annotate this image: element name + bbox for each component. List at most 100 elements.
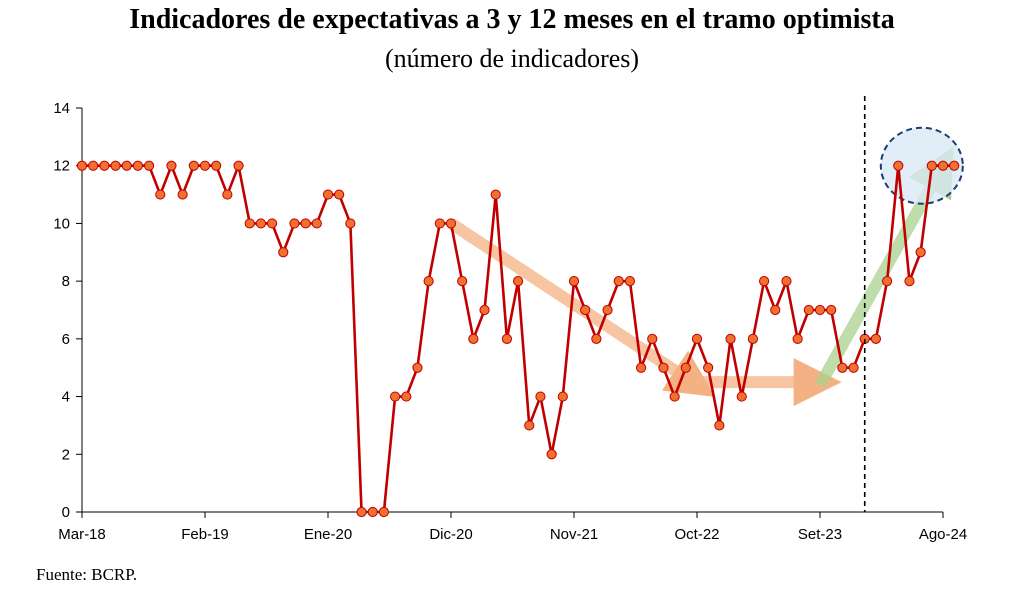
data-point: [557, 391, 568, 402]
data-point: [434, 218, 445, 229]
data-point: [289, 218, 300, 229]
data-point: [143, 160, 155, 171]
x-tick-label: Nov-21: [550, 526, 598, 543]
data-point: [568, 276, 580, 287]
y-tick-label: 2: [62, 446, 70, 463]
data-point: [457, 276, 468, 287]
data-point: [837, 362, 848, 373]
data-point: [535, 391, 546, 402]
y-tick-label: 10: [53, 215, 70, 232]
data-point: [602, 304, 613, 316]
data-point: [177, 189, 188, 200]
data-point: [367, 506, 378, 518]
series-line: [82, 164, 955, 514]
data-point: [512, 276, 524, 287]
data-point: [233, 160, 244, 171]
x-tick-label: Ene-20: [304, 526, 352, 543]
data-point: [881, 276, 893, 287]
data-point: [770, 304, 781, 316]
x-tick-label: Oct-22: [674, 526, 719, 543]
y-tick-label: 4: [62, 389, 70, 406]
y-tick-label: 12: [53, 158, 70, 175]
data-point: [378, 506, 390, 518]
data-point: [99, 160, 110, 171]
data-point: [244, 218, 255, 229]
data-point: [121, 160, 132, 171]
data-point: [389, 391, 401, 402]
data-point: [490, 189, 501, 200]
data-point: [848, 362, 859, 373]
data-point: [479, 304, 490, 316]
data-point: [132, 160, 144, 171]
y-tick-label: 8: [62, 273, 70, 290]
chart-subtitle: (número de indicadores): [384, 44, 640, 73]
data-point: [501, 333, 513, 344]
data-point: [803, 304, 814, 316]
data-point: [937, 160, 949, 171]
data-point: [166, 160, 177, 171]
data-point: [624, 276, 636, 287]
data-point: [278, 247, 289, 258]
x-tick-label: Set-23: [798, 526, 842, 543]
data-point: [747, 333, 759, 344]
data-point: [468, 333, 479, 344]
data-point: [792, 333, 803, 344]
data-point: [714, 420, 725, 431]
data-point: [356, 506, 367, 518]
data-point: [546, 449, 557, 460]
data-point: [613, 276, 624, 287]
data-point: [725, 333, 736, 344]
data-point: [423, 276, 434, 287]
data-point: [635, 362, 647, 373]
data-point: [311, 218, 322, 229]
data-point: [826, 304, 837, 316]
data-point: [199, 160, 211, 171]
data-point: [893, 160, 904, 171]
data-point: [334, 189, 345, 200]
data-point: [300, 218, 311, 229]
x-tick-label: Feb-19: [181, 526, 229, 543]
source-note: Fuente: BCRP.: [36, 565, 138, 584]
data-point: [188, 160, 199, 171]
data-point: [88, 160, 99, 171]
data-point: [949, 160, 960, 171]
data-point: [736, 391, 747, 402]
data-point: [76, 160, 88, 171]
data-point: [680, 362, 691, 373]
data-point: [580, 304, 591, 316]
data-point: [915, 247, 926, 258]
trend-arrow-orange: [447, 218, 716, 397]
data-point: [904, 276, 915, 287]
data-point: [524, 420, 535, 431]
data-point: [758, 276, 770, 287]
data-point: [412, 362, 423, 373]
data-point: [870, 333, 882, 344]
chart-title: Indicadores de expectativas a 3 y 12 mes…: [129, 4, 895, 35]
data-point: [401, 391, 412, 402]
data-point: [647, 333, 658, 344]
x-tick-label: Dic-20: [429, 526, 472, 543]
y-tick-label: 6: [62, 331, 70, 348]
data-point: [781, 276, 792, 287]
data-point: [669, 391, 680, 402]
x-tick-label: Mar-18: [58, 526, 106, 543]
y-tick-label: 0: [62, 504, 70, 521]
data-point: [658, 362, 669, 373]
data-point: [155, 189, 166, 200]
data-point: [345, 218, 356, 229]
data-point: [591, 333, 602, 344]
data-point: [814, 304, 826, 316]
data-point: [266, 218, 278, 229]
data-point: [222, 189, 233, 200]
data-point: [255, 218, 267, 229]
data-point: [926, 160, 937, 171]
data-point: [110, 160, 121, 171]
data-point: [445, 218, 457, 229]
data-point: [322, 189, 334, 200]
data-point: [703, 362, 714, 373]
y-tick-label: 14: [53, 100, 70, 117]
x-tick-label: Ago-24: [919, 526, 967, 543]
data-point: [211, 160, 222, 171]
data-point: [691, 333, 703, 344]
